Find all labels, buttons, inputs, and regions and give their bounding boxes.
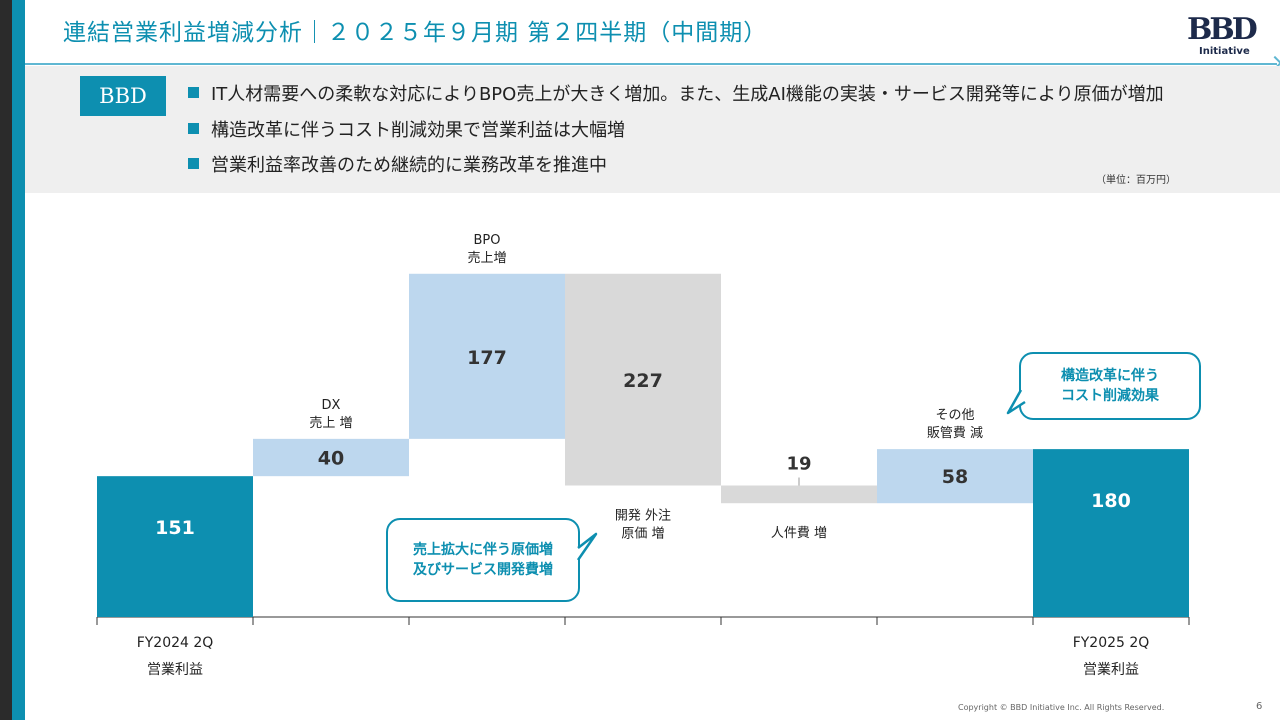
data-label: 177 — [467, 347, 507, 369]
category-label: その他 — [935, 408, 974, 423]
data-label: 151 — [155, 517, 195, 539]
callout-restructure-tail — [1006, 389, 1026, 415]
axis-category-label: 営業利益 — [1083, 662, 1139, 678]
header-rule — [25, 63, 1277, 65]
axis-category-label: FY2024 2Q — [137, 635, 214, 651]
logo-text: BBD — [1187, 12, 1258, 47]
unit-label: （単位：百万円） — [1096, 175, 1176, 186]
category-label: 売上増 — [467, 250, 506, 266]
category-label: 原価 増 — [621, 526, 664, 541]
company-logo: BBD Initiative — [1187, 12, 1258, 60]
page-number: 6 — [1256, 701, 1263, 712]
category-label: BPO — [474, 233, 501, 248]
waterfall-bar — [721, 485, 877, 504]
axis-category-label: FY2025 2Q — [1073, 635, 1150, 651]
left-accent-bar-teal — [12, 0, 25, 720]
category-label: 人件費 増 — [771, 526, 827, 541]
left-accent-bar-dark — [0, 0, 12, 720]
callout-restructure: 構造改革に伴う コスト削減効果 — [1019, 352, 1201, 420]
waterfall-bar — [1033, 449, 1189, 617]
data-label: 227 — [623, 370, 663, 392]
header — [25, 0, 1280, 64]
callout-cost-tail — [576, 532, 598, 561]
category-label: 開発 外注 — [615, 508, 671, 523]
waterfall-bar — [877, 449, 1033, 504]
callout-cost-increase: 売上拡大に伴う原価増 及びサービス開発費増 — [386, 518, 580, 602]
logo-subtext: Initiative — [1199, 46, 1250, 57]
callout-restructure-text: 構造改革に伴う コスト削減効果 — [1061, 368, 1159, 404]
waterfall-bar — [97, 476, 253, 617]
summary-badge: BBD — [80, 76, 166, 116]
callout-cost-increase-text: 売上拡大に伴う原価増 及びサービス開発費増 — [413, 542, 553, 578]
summary-bullet: 構造改革に伴うコスト削減効果で営業利益は大幅増 — [188, 116, 625, 142]
summary-bullet: IT人材需要への柔軟な対応によりBPO売上が大きく増加。また、生成AI機能の実装… — [188, 80, 1164, 106]
waterfall-bar — [565, 273, 721, 486]
waterfall-bar — [409, 273, 565, 439]
data-label: 40 — [318, 448, 344, 470]
data-label: 19 — [786, 453, 811, 474]
summary-bullet: 営業利益率改善のため継続的に業務改革を推進中 — [188, 151, 607, 177]
data-label: 58 — [942, 466, 968, 488]
axis-category-label: 営業利益 — [147, 662, 203, 678]
data-label: 180 — [1091, 490, 1131, 512]
copyright: Copyright © BBD Initiative Inc. All Righ… — [958, 703, 1165, 712]
category-label: DX — [322, 398, 341, 413]
waterfall-bar — [253, 438, 409, 477]
category-label: 売上 増 — [309, 415, 352, 431]
category-label: 販管費 減 — [927, 425, 983, 441]
page-title: 連結営業利益増減分析｜２０２５年９月期 第２四半期（中間期） — [63, 20, 768, 46]
